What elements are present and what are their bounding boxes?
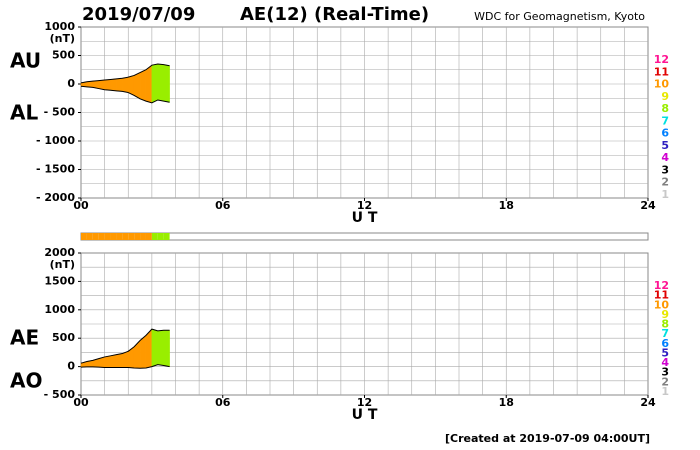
station-bar [86,233,93,240]
legend-label: 1 [661,385,669,398]
station-fill [151,63,159,104]
station-bar [163,233,170,240]
footer: [Created at 2019-07-09 04:00UT] [445,432,650,445]
x-tick-label: 12 [357,199,372,212]
legend-label: 6 [661,127,669,140]
legend-label: 7 [661,327,669,340]
station-fill [163,64,170,103]
series-name: AE [10,326,39,350]
x-tick-label: 00 [73,199,89,212]
legend-label: 10 [654,298,670,311]
legend-label: 5 [661,346,669,359]
station-bar [128,233,135,240]
station-fill [157,329,164,366]
x-axis-label: U T [352,210,378,226]
station-fill [110,78,117,92]
station-bar [122,233,129,240]
legend-label: 4 [661,356,669,369]
legend-label: 8 [661,318,669,331]
x-tick-label: 24 [640,396,656,409]
series-name: AL [10,101,38,125]
station-bar [92,233,99,240]
station-bar [81,233,87,240]
station-fill [151,328,159,367]
y-tick-label: 0 [67,360,75,373]
station-bar [134,233,141,240]
legend-label: 12 [654,279,669,292]
legend-label: 2 [661,176,669,189]
legend-label: 7 [661,114,669,127]
station-bar [110,233,117,240]
y-tick-label: 1000 [44,303,75,316]
series-line [80,63,170,84]
series-line [80,328,170,364]
legend-label: 2 [661,375,669,388]
y-tick-label: - 500 [44,106,76,119]
legend-label: 9 [661,308,669,321]
y-tick-label: 500 [52,49,75,62]
x-axis-label: U T [352,407,378,423]
series-line [80,364,170,369]
station-fill [145,64,153,104]
legend-label: 6 [661,337,669,350]
legend-label: 8 [661,102,669,115]
unit-label: (nT) [50,32,75,45]
x-tick-label: 18 [499,396,514,409]
station-bar [104,233,111,240]
legend-label: 12 [654,53,669,66]
legend-label: 4 [661,151,669,164]
y-tick-label: 2000 [44,246,75,259]
y-tick-label: - 500 [44,388,76,401]
x-tick-label: 06 [215,396,231,409]
station-fill [104,79,111,91]
station-fill [157,63,164,102]
station-bar [151,233,158,240]
station-bar [116,233,123,240]
station-fill [163,329,170,367]
y-tick-label: - 1500 [36,163,75,176]
station-fill [122,76,129,93]
unit-label: (nT) [50,258,75,271]
legend-label: 11 [654,65,669,78]
series-line [80,85,170,104]
legend-label: 10 [654,78,670,91]
legend-label: 1 [661,188,669,201]
series-name: AU [10,49,41,73]
legend-label: 11 [654,289,669,302]
x-tick-label: 24 [640,199,656,212]
station-fill [128,75,135,96]
station-bar [157,233,164,240]
station-fill [104,355,111,368]
page-title: AE(12) (Real-Time) [240,4,429,25]
legend-label: 3 [661,163,669,176]
series-name: AO [10,369,42,393]
legend-label: 5 [661,139,669,152]
station-fill [110,354,117,368]
station-bar [145,233,152,240]
station-fill [133,72,141,100]
y-tick-label: - 2000 [36,191,75,204]
y-tick-label: 0 [67,77,75,90]
y-tick-label: - 1000 [36,134,75,147]
y-tick-label: 1500 [44,274,75,287]
y-tick-label: 500 [52,331,75,344]
x-tick-label: 06 [215,199,231,212]
x-tick-label: 18 [499,199,514,212]
station-bar [140,233,146,240]
legend-label: 3 [661,366,669,379]
x-tick-label: 12 [357,396,372,409]
y-tick-label: 1000 [44,20,75,33]
legend-label: 9 [661,90,669,103]
station-fill [139,69,147,102]
date: 2019/07/09 [82,4,195,25]
station-fill [116,353,123,368]
x-tick-label: 00 [73,396,89,409]
station-fill [116,78,123,92]
station-bar [98,233,105,240]
source: WDC for Geomagnetism, Kyoto [474,10,645,23]
